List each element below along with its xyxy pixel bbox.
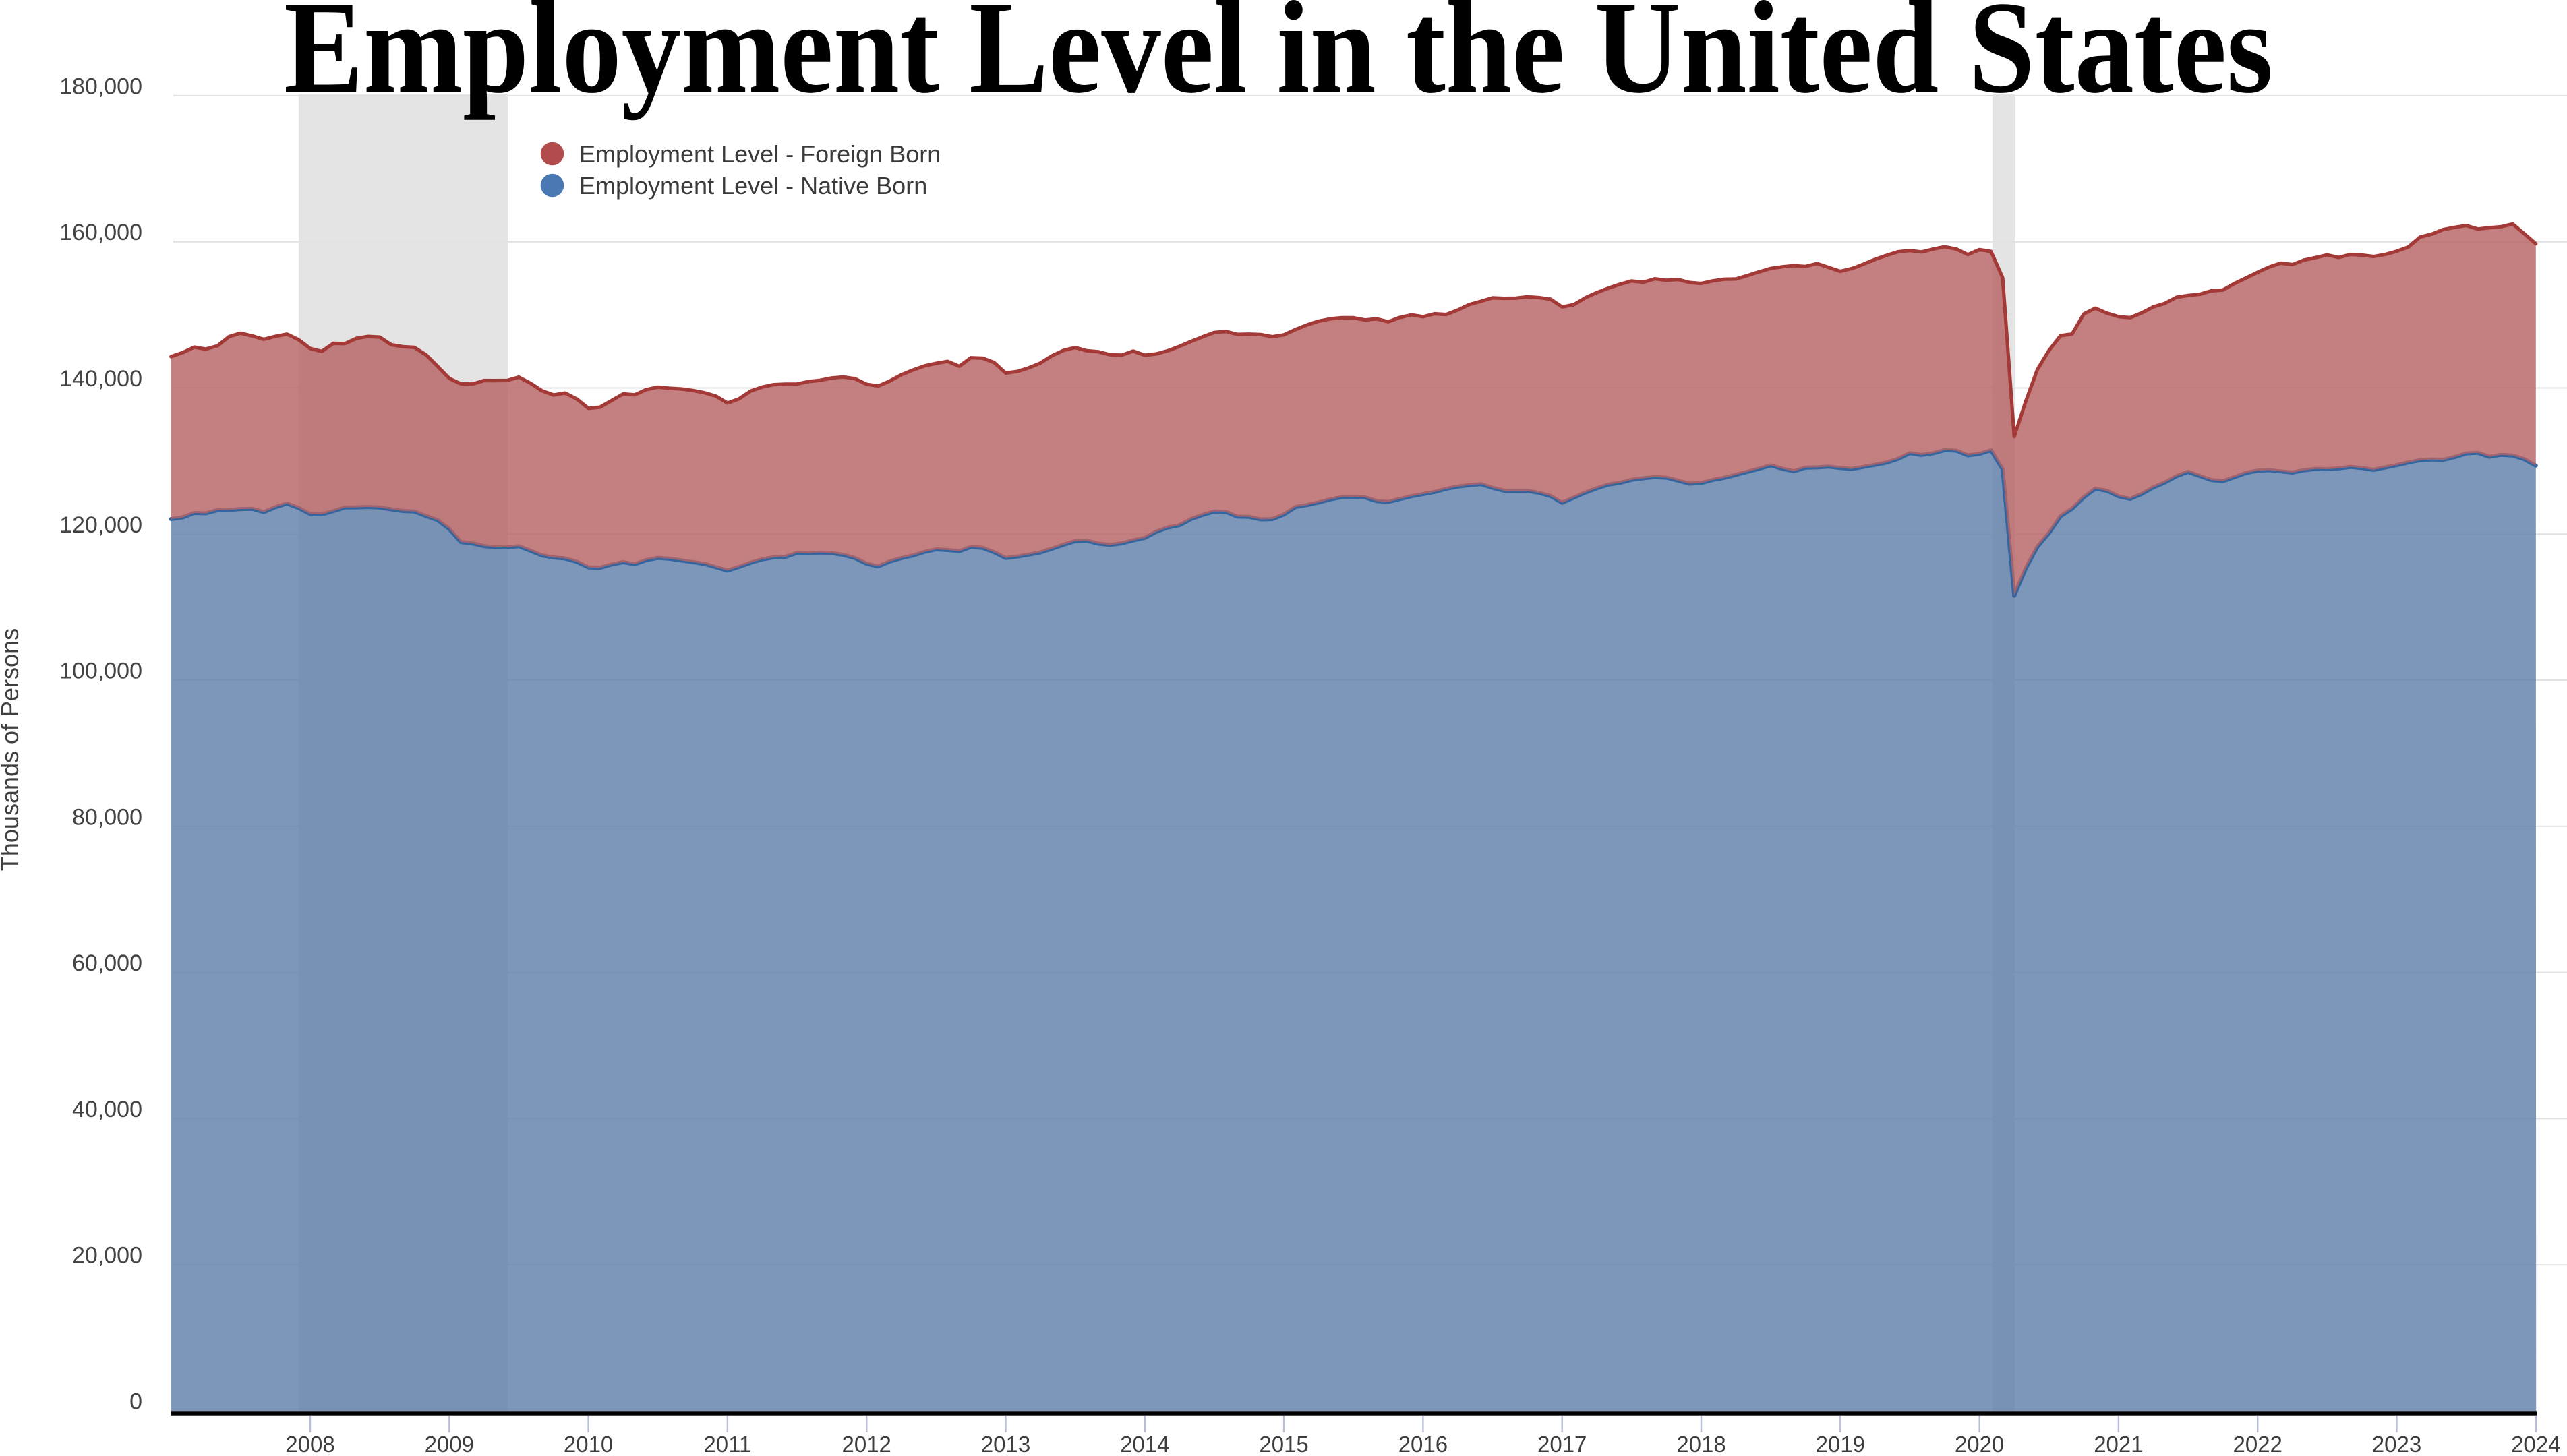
svg-text:Thousands of Persons: Thousands of Persons [0,628,24,871]
svg-text:160,000: 160,000 [59,220,142,245]
svg-text:Employment Level - Foreign Bor: Employment Level - Foreign Born [579,140,941,168]
svg-text:2020: 2020 [1955,1432,2004,1456]
svg-text:2024: 2024 [2511,1432,2560,1456]
svg-text:100,000: 100,000 [59,659,142,684]
svg-text:40,000: 40,000 [72,1097,142,1122]
svg-text:Employment Level in the United: Employment Level in the United States [284,0,2273,121]
svg-text:140,000: 140,000 [59,366,142,392]
svg-text:80,000: 80,000 [72,804,142,830]
svg-text:2008: 2008 [285,1432,334,1456]
svg-text:2021: 2021 [2094,1432,2143,1456]
svg-text:2018: 2018 [1676,1432,1725,1456]
svg-text:2013: 2013 [981,1432,1030,1456]
svg-text:2017: 2017 [1537,1432,1587,1456]
svg-text:0: 0 [129,1389,142,1415]
svg-text:2011: 2011 [703,1432,751,1456]
svg-text:60,000: 60,000 [72,950,142,976]
svg-text:2014: 2014 [1120,1432,1169,1456]
svg-text:20,000: 20,000 [72,1243,142,1269]
svg-text:180,000: 180,000 [59,73,142,99]
svg-text:2010: 2010 [564,1432,613,1456]
svg-text:2016: 2016 [1398,1432,1448,1456]
svg-text:2012: 2012 [842,1432,891,1456]
svg-text:2015: 2015 [1259,1432,1308,1456]
svg-text:2009: 2009 [425,1432,474,1456]
svg-text:2019: 2019 [1816,1432,1865,1456]
svg-text:Employment Level - Native Born: Employment Level - Native Born [579,172,927,200]
svg-text:120,000: 120,000 [59,512,142,538]
svg-text:2022: 2022 [2233,1432,2282,1456]
svg-text:2023: 2023 [2372,1432,2421,1456]
